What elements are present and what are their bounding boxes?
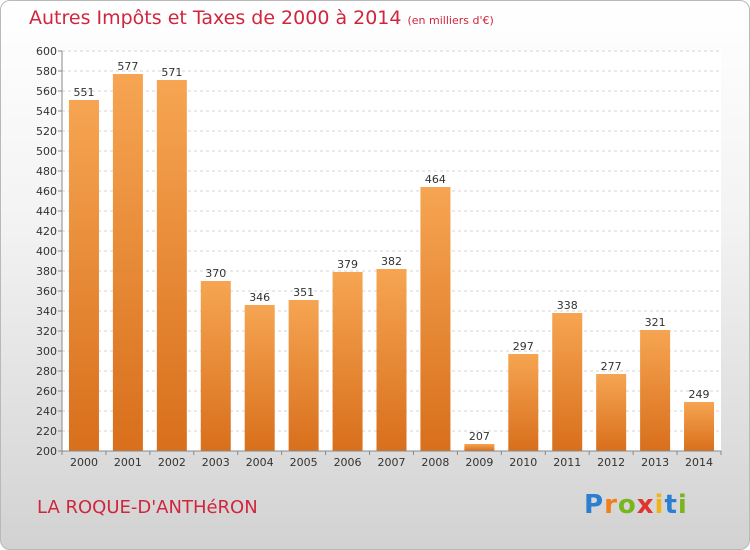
- proxiti-logo[interactable]: Proxiti: [584, 490, 688, 520]
- bars: 551 577 571 370 346 351 379 382 464 207 297 338 277 3…: [68, 60, 715, 451]
- x-tick-label: 2011: [553, 456, 581, 469]
- bar: [288, 300, 319, 451]
- y-tick-label: 240: [36, 405, 57, 418]
- y-tick-label: 360: [36, 285, 57, 298]
- bar: [376, 269, 407, 451]
- bar: [156, 80, 187, 451]
- y-tick-label: 600: [36, 45, 57, 58]
- bar: [464, 444, 495, 451]
- y-tick-label: 320: [36, 325, 57, 338]
- x-tick-label: 2006: [334, 456, 362, 469]
- chart-title: Autres Impôts et Taxes de 2000 à 2014 (en…: [29, 7, 494, 29]
- chart-subtitle: (en milliers d'€): [407, 14, 494, 27]
- y-tick-label: 340: [36, 305, 57, 318]
- logo-letter: r: [604, 490, 618, 520]
- x-axis: 2000 2001 2002 2003 2004 2005 2006 2007 2008 2009…: [61, 451, 722, 469]
- x-tick-label: 2013: [641, 456, 669, 469]
- y-tick-label: 460: [36, 185, 57, 198]
- y-tick-label: 260: [36, 385, 57, 398]
- data-label: 571: [161, 66, 182, 79]
- y-tick-label: 380: [36, 265, 57, 278]
- data-label: 249: [689, 388, 710, 401]
- y-tick-label: 220: [36, 425, 57, 438]
- bar: [684, 402, 715, 451]
- bar: [420, 187, 451, 451]
- logo-letter: P: [584, 490, 605, 520]
- x-tick-label: 2012: [597, 456, 625, 469]
- logo-letter: i: [677, 490, 688, 520]
- bar: [244, 305, 275, 451]
- y-tick-label: 580: [36, 65, 57, 78]
- place-name: LA ROQUE-D'ANTHéRON: [37, 497, 258, 518]
- data-label: 297: [513, 340, 534, 353]
- y-tick-label: 480: [36, 165, 57, 178]
- logo-letter: o: [617, 490, 637, 520]
- data-label: 551: [73, 86, 94, 99]
- y-tick-label: 200: [36, 445, 57, 458]
- data-label: 346: [249, 291, 270, 304]
- title-text: Autres Impôts et Taxes de 2000 à 2014: [29, 7, 402, 29]
- data-label: 577: [117, 60, 138, 73]
- x-tick-label: 2008: [421, 456, 449, 469]
- data-label: 464: [425, 173, 446, 186]
- x-tick-label: 2002: [158, 456, 186, 469]
- x-tick-label: 2000: [70, 456, 98, 469]
- x-tick-label: 2005: [290, 456, 318, 469]
- bar: [68, 100, 99, 451]
- data-label: 277: [601, 360, 622, 373]
- bar: [112, 74, 143, 451]
- y-tick-label: 400: [36, 245, 57, 258]
- y-tick-label: 280: [36, 365, 57, 378]
- bar: [200, 281, 231, 451]
- x-tick-label: 2009: [465, 456, 493, 469]
- x-tick-label: 2014: [685, 456, 713, 469]
- bar: [552, 313, 583, 451]
- logo-letter: x: [636, 490, 655, 520]
- logo-letter: i: [654, 490, 665, 520]
- x-tick-label: 2007: [378, 456, 406, 469]
- y-tick-label: 520: [36, 125, 57, 138]
- data-label: 379: [337, 258, 358, 271]
- data-label: 382: [381, 255, 402, 268]
- y-tick-label: 540: [36, 105, 57, 118]
- logo-letter: t: [664, 490, 678, 520]
- x-tick-label: 2010: [509, 456, 537, 469]
- data-label: 207: [469, 430, 490, 443]
- y-tick-label: 560: [36, 85, 57, 98]
- y-tick-label: 500: [36, 145, 57, 158]
- x-tick-label: 2003: [202, 456, 230, 469]
- data-label: 351: [293, 286, 314, 299]
- data-label: 338: [557, 299, 578, 312]
- bar: [596, 374, 627, 451]
- bar: [508, 354, 539, 451]
- bar: [332, 272, 363, 451]
- x-tick-label: 2004: [246, 456, 274, 469]
- x-tick-label: 2001: [114, 456, 142, 469]
- y-axis: 200 220 240 260 280 300 320 340 360 380 400 420 440 4…: [36, 45, 62, 458]
- y-tick-label: 440: [36, 205, 57, 218]
- data-label: 321: [645, 316, 666, 329]
- bar: [640, 330, 671, 451]
- data-label: 370: [205, 267, 226, 280]
- y-tick-label: 420: [36, 225, 57, 238]
- y-tick-label: 300: [36, 345, 57, 358]
